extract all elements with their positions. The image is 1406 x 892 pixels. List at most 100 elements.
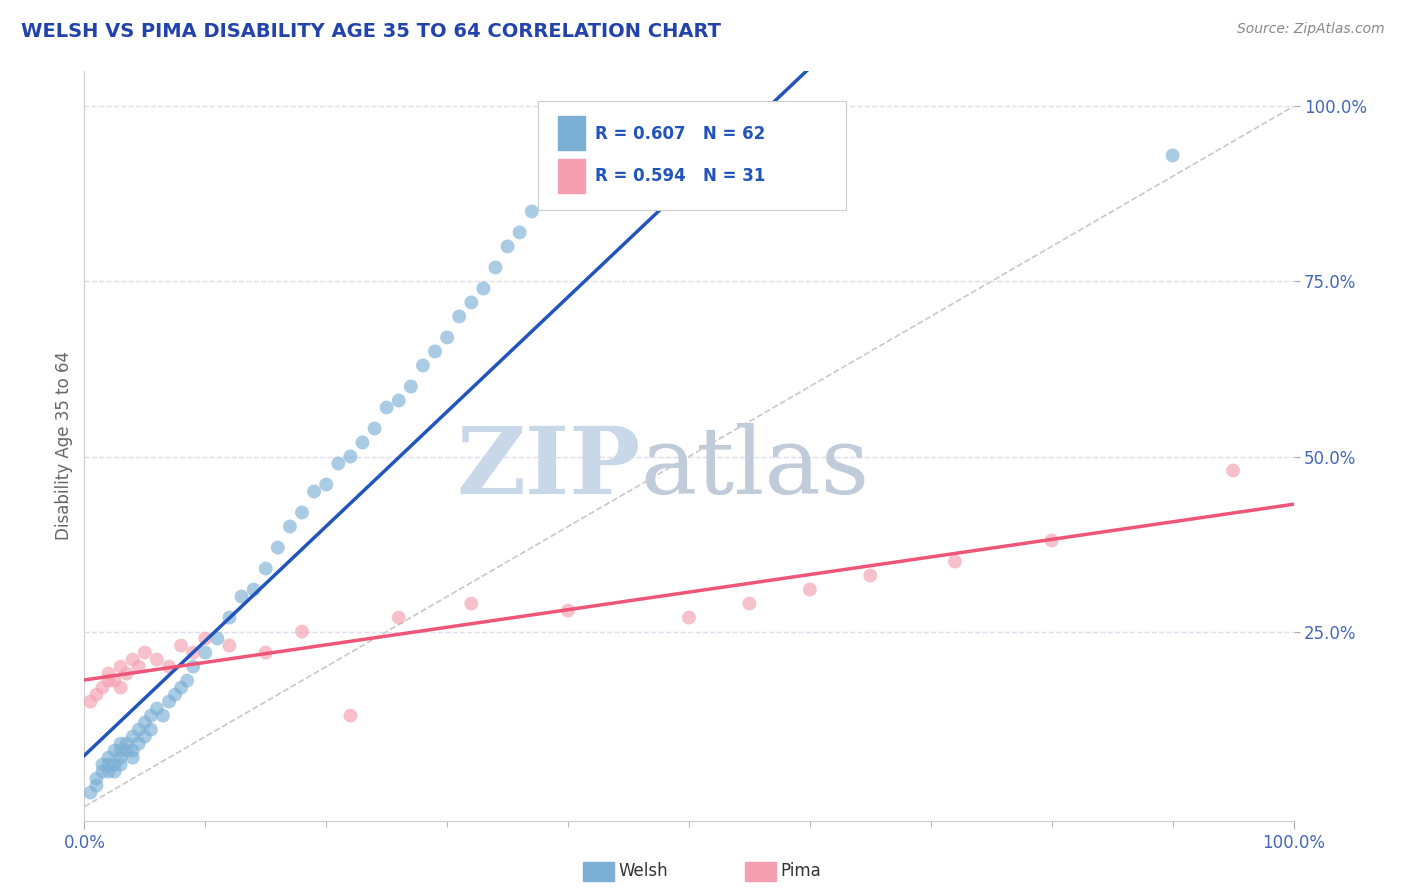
Point xyxy=(97,666,120,681)
Point xyxy=(115,737,138,751)
Point xyxy=(460,295,482,310)
Point xyxy=(134,730,156,744)
Bar xyxy=(558,159,585,193)
Point xyxy=(328,457,350,471)
Point xyxy=(165,688,187,702)
Point xyxy=(170,681,193,695)
Point xyxy=(110,681,132,695)
Point xyxy=(267,541,290,555)
Point xyxy=(1161,148,1184,162)
Point xyxy=(194,646,217,660)
Point xyxy=(315,477,337,491)
Point xyxy=(375,401,398,415)
Point xyxy=(146,701,169,715)
Point xyxy=(139,723,162,737)
Point xyxy=(399,379,422,393)
Point xyxy=(460,597,482,611)
Text: ZIP: ZIP xyxy=(457,424,641,514)
Point xyxy=(352,435,374,450)
Point xyxy=(128,737,150,751)
Point xyxy=(291,624,314,639)
Point xyxy=(115,743,138,757)
Point xyxy=(423,344,446,359)
Text: Source: ZipAtlas.com: Source: ZipAtlas.com xyxy=(1237,22,1385,37)
Point xyxy=(86,772,108,786)
Point xyxy=(218,610,240,624)
Point xyxy=(110,743,132,757)
Point xyxy=(943,555,966,569)
Point xyxy=(97,673,120,688)
Point xyxy=(181,659,204,673)
Point xyxy=(110,757,132,772)
Point xyxy=(110,659,132,673)
Point xyxy=(157,695,180,709)
Text: Welsh: Welsh xyxy=(619,863,668,880)
Text: R = 0.594   N = 31: R = 0.594 N = 31 xyxy=(595,168,765,186)
Point xyxy=(207,632,229,646)
Point xyxy=(121,750,143,764)
Point xyxy=(170,639,193,653)
Point xyxy=(738,597,761,611)
Point xyxy=(291,506,314,520)
Point xyxy=(104,764,127,779)
Point xyxy=(121,743,143,757)
Point xyxy=(254,561,277,575)
Point xyxy=(97,750,120,764)
Point xyxy=(97,757,120,772)
Point xyxy=(104,757,127,772)
Point xyxy=(412,359,434,373)
Point xyxy=(121,730,143,744)
Point xyxy=(231,590,253,604)
Point xyxy=(91,764,114,779)
Point xyxy=(139,708,162,723)
Point xyxy=(79,786,101,800)
Text: atlas: atlas xyxy=(641,424,870,514)
Point xyxy=(302,484,325,499)
Point xyxy=(218,639,240,653)
Point xyxy=(484,260,506,275)
Point xyxy=(110,737,132,751)
Point xyxy=(496,239,519,253)
Point xyxy=(449,310,471,324)
Point xyxy=(146,652,169,666)
Point xyxy=(128,723,150,737)
Point xyxy=(339,708,361,723)
Point xyxy=(181,646,204,660)
Point xyxy=(678,610,700,624)
Point xyxy=(91,757,114,772)
Point xyxy=(1040,533,1063,548)
FancyBboxPatch shape xyxy=(538,102,846,210)
Point xyxy=(157,659,180,673)
Point xyxy=(152,708,174,723)
Point xyxy=(176,673,198,688)
Point xyxy=(242,582,264,597)
Point xyxy=(1222,463,1244,477)
Point xyxy=(104,743,127,757)
Point xyxy=(86,779,108,793)
Point xyxy=(557,603,579,617)
Point xyxy=(472,281,495,295)
Point xyxy=(799,582,821,597)
Point xyxy=(388,610,411,624)
Text: WELSH VS PIMA DISABILITY AGE 35 TO 64 CORRELATION CHART: WELSH VS PIMA DISABILITY AGE 35 TO 64 CO… xyxy=(21,22,721,41)
Point xyxy=(363,421,385,435)
Bar xyxy=(558,116,585,150)
Point xyxy=(134,715,156,730)
Point xyxy=(128,659,150,673)
Text: Pima: Pima xyxy=(780,863,821,880)
Point xyxy=(97,764,120,779)
Point xyxy=(194,632,217,646)
Point xyxy=(134,646,156,660)
Point xyxy=(339,450,361,464)
Point xyxy=(121,652,143,666)
Point xyxy=(91,681,114,695)
Point xyxy=(79,695,101,709)
Point xyxy=(388,393,411,408)
Point xyxy=(254,646,277,660)
Point xyxy=(104,673,127,688)
Point xyxy=(509,226,531,240)
Point xyxy=(436,330,458,344)
Point xyxy=(859,568,882,582)
Point xyxy=(86,688,108,702)
Point xyxy=(110,750,132,764)
